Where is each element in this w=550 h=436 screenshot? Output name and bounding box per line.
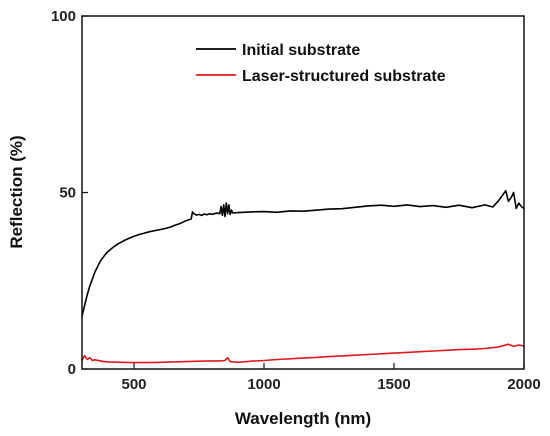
y-axis-title: Reflection (%): [7, 135, 26, 248]
legend-label-2: Laser-structured substrate: [242, 68, 446, 85]
y-tick-label: 100: [51, 8, 76, 25]
x-tick-label: 1500: [377, 376, 410, 393]
x-tick-label: 1000: [247, 376, 280, 393]
tick-layer: 500 1000 1500 2000 0 50 100: [51, 8, 541, 393]
series-line-1: [81, 189, 525, 317]
legend: Initial substrate Laser-structured substr…: [196, 42, 446, 85]
y-tick-label: 0: [68, 361, 76, 378]
legend-label-1: Initial substrate: [242, 42, 360, 59]
x-axis-title: Wavelength (nm): [235, 409, 371, 428]
series-line-2: [81, 343, 525, 364]
x-tick-label: 500: [121, 376, 146, 393]
series-layer: [81, 189, 525, 364]
y-tick-label: 50: [59, 185, 76, 202]
x-tick-label: 2000: [507, 376, 540, 393]
